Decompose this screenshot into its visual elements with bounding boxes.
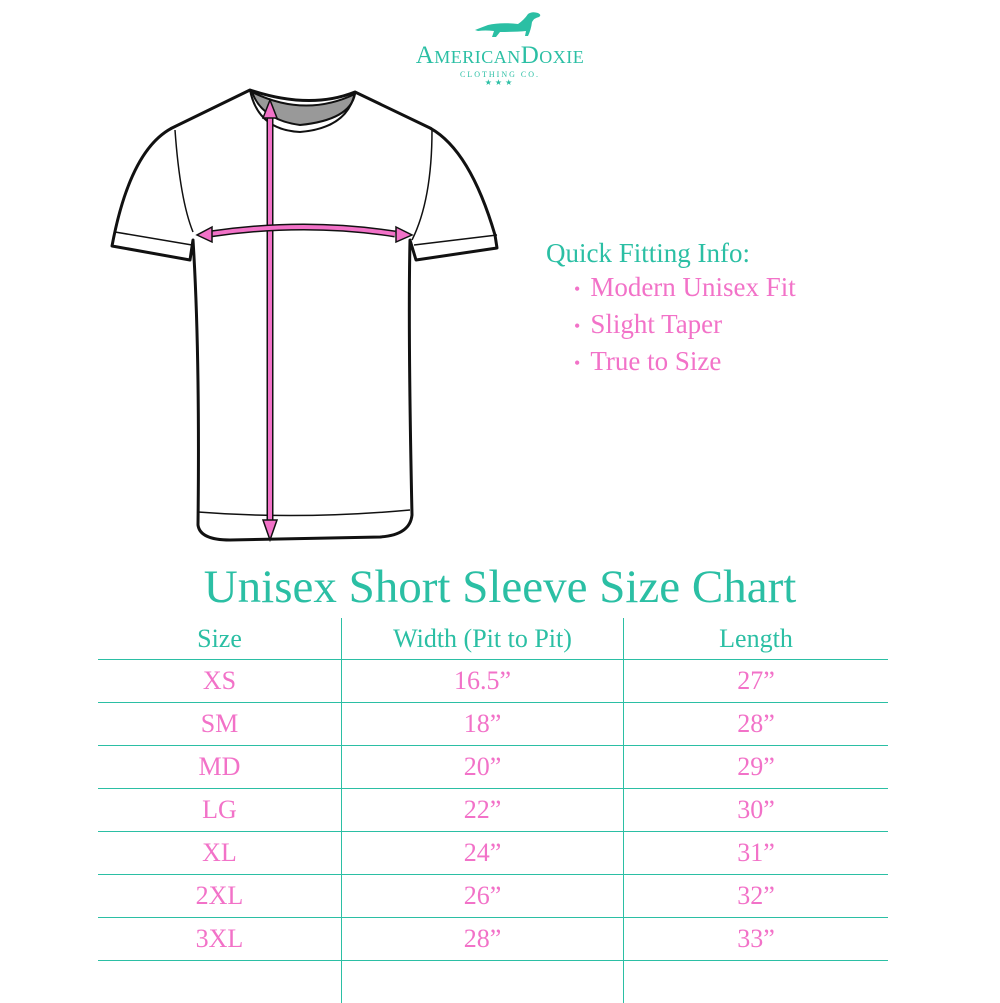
header-length: Length <box>624 618 889 660</box>
cell-size: XL <box>98 832 342 875</box>
cell-width: 18” <box>342 703 624 746</box>
cell-size: SM <box>98 703 342 746</box>
cell-width: 22” <box>342 789 624 832</box>
shirt-outline <box>112 90 497 540</box>
cell-width: 20” <box>342 746 624 789</box>
cell-size: LG <box>98 789 342 832</box>
tshirt-diagram <box>100 80 520 550</box>
cell-width: 16.5” <box>342 660 624 703</box>
fit-item: True to Size <box>574 343 796 380</box>
cell-width: 24” <box>342 832 624 875</box>
brand-logo: AmericanDoxie CLOTHING CO. ★★★ <box>400 8 600 88</box>
size-chart-title: Unisex Short Sleeve Size Chart <box>0 560 1000 614</box>
cell-length: 29” <box>624 746 889 789</box>
cell-width: 28” <box>342 918 624 961</box>
cell-length: 31” <box>624 832 889 875</box>
empty-row <box>98 961 888 1003</box>
cell-length: 32” <box>624 875 889 918</box>
quick-fitting-info: Quick Fitting Info: Modern Unisex Fit Sl… <box>546 238 796 380</box>
header-size: Size <box>98 618 342 660</box>
cell-size: 2XL <box>98 875 342 918</box>
cell-length: 28” <box>624 703 889 746</box>
fit-heading: Quick Fitting Info: <box>546 238 796 269</box>
cell-length: 27” <box>624 660 889 703</box>
cell-length: 30” <box>624 789 889 832</box>
table-header-row: Size Width (Pit to Pit) Length <box>98 618 888 660</box>
cell-size: XS <box>98 660 342 703</box>
fit-item: Slight Taper <box>574 306 796 343</box>
dachshund-icon <box>400 8 600 42</box>
cell-length: 33” <box>624 918 889 961</box>
header-width: Width (Pit to Pit) <box>342 618 624 660</box>
cell-size: 3XL <box>98 918 342 961</box>
cell-size: MD <box>98 746 342 789</box>
fit-item: Modern Unisex Fit <box>574 269 796 306</box>
cell-width: 26” <box>342 875 624 918</box>
brand-name: AmericanDoxie <box>400 42 600 70</box>
